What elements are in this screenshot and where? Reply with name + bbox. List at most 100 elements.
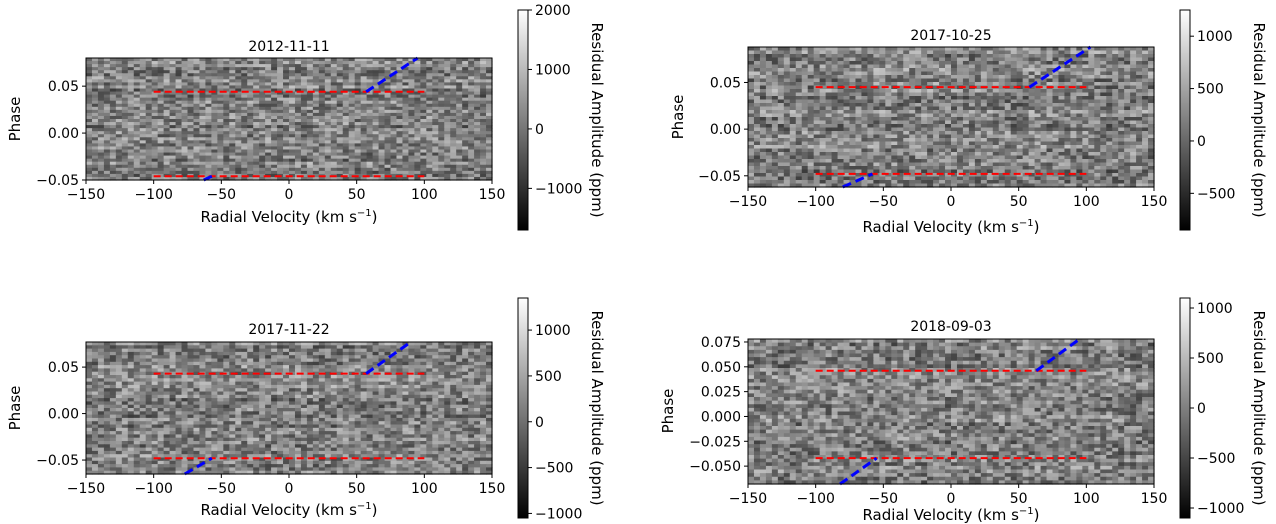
y-tick-label: 0.00 [48, 407, 79, 423]
x-tick-label: 50 [1010, 491, 1028, 507]
colorbar-label: Residual Amplitude (ppm) [588, 310, 606, 505]
x-tick-label: 100 [411, 187, 438, 203]
colorbar-tick-label: −500 [535, 461, 573, 477]
y-tick-label: 0.00 [710, 122, 741, 138]
x-tick-label: 150 [479, 187, 506, 203]
y-tick-label: −0.05 [36, 453, 79, 469]
colorbar-tick-label: −500 [1197, 451, 1235, 467]
x-tick-label: −50 [207, 481, 237, 497]
y-tick-label: 0.05 [48, 360, 79, 376]
colorbar-tick-label: 0 [1197, 134, 1206, 150]
y-tick-label: −0.025 [689, 434, 741, 450]
y-tick-label: 0.000 [701, 409, 741, 425]
panel-title: 2018-09-03 [910, 319, 991, 335]
colorbar-tick-label: 0 [535, 122, 544, 138]
heatmap-image [748, 47, 1155, 188]
colorbar-gradient [517, 297, 529, 519]
colorbar-gradient [1179, 9, 1191, 231]
x-tick-label: −50 [207, 187, 237, 203]
x-tick-label: −100 [134, 481, 172, 497]
y-tick-label: 0.05 [710, 75, 741, 91]
colorbar-gradient [517, 9, 529, 231]
panel-title: 2017-11-22 [248, 322, 329, 338]
x-tick-label: −100 [796, 491, 834, 507]
x-tick-label: −150 [67, 187, 105, 203]
x-tick-label: 0 [947, 194, 956, 210]
y-axis-label: Phase [659, 389, 677, 434]
x-tick-label: −150 [67, 481, 105, 497]
panel-2: −150 −100 −50 0 50 100 150−0.050.000.052017-10… [669, 9, 1268, 236]
x-tick-label: 0 [285, 187, 294, 203]
x-tick-label: 0 [285, 481, 294, 497]
colorbar-tick-label: 0 [535, 415, 544, 431]
y-tick-label: −0.05 [698, 169, 741, 185]
colorbar-tick-label: −1000 [535, 506, 582, 522]
colorbar: −1000 −500 0 500 1000 Residual Amplitude (ppm… [1179, 297, 1268, 519]
y-tick-label: −0.050 [689, 459, 741, 475]
x-tick-label: 100 [1073, 491, 1100, 507]
blue-dashed-line-4 [839, 456, 878, 486]
colorbar: −500 0 500 1000 Residual Amplitude (ppm) [1179, 9, 1268, 231]
y-axis-label: Phase [6, 97, 24, 142]
y-tick-label: 0.025 [701, 385, 741, 401]
y-tick-label: 0.00 [48, 126, 79, 142]
y-tick-label: 0.05 [48, 79, 79, 95]
y-tick-label: −0.05 [36, 173, 79, 189]
y-tick-label: 0.050 [701, 360, 741, 376]
colorbar-tick-label: 1000 [535, 62, 571, 78]
x-tick-label: 50 [1010, 194, 1028, 210]
y-axis-label: Phase [6, 386, 24, 431]
blue-dashed-line-3 [1035, 337, 1081, 372]
x-tick-label: −150 [729, 194, 767, 210]
panel-title: 2012-11-11 [248, 39, 329, 55]
x-tick-label: 150 [1141, 194, 1168, 210]
blue-dashed-line-3 [1028, 45, 1092, 89]
colorbar-tick-label: 1000 [1197, 301, 1233, 317]
x-tick-label: −50 [869, 491, 899, 507]
panel-1: −150 −100 −50 0 50 100 150 −0.05 0.00 0.05 2012-11… [6, 3, 606, 231]
colorbar-tick-label: −1000 [535, 181, 582, 197]
blue-dashed-line-3 [365, 340, 412, 375]
panel-4: −150 −100 −50 0 50 100 150−0.050−0.0250.0000.0… [659, 297, 1268, 524]
panels: −150 −100 −50 0 50 100 150−0.050.000.052012-11… [6, 3, 1268, 524]
y-tick-label: 0.075 [701, 335, 741, 351]
colorbar-tick-label: 500 [535, 369, 562, 385]
colorbar-tick-label: 500 [1197, 351, 1224, 367]
x-axis-label: Radial Velocity (km s−1) [200, 501, 377, 519]
colorbar-tick-label: 500 [1197, 82, 1224, 98]
x-tick-label: −150 [729, 491, 767, 507]
colorbar-tick-label: −500 [1197, 186, 1235, 202]
x-tick-label: 100 [411, 481, 438, 497]
colorbar-label: Residual Amplitude (ppm) [1250, 22, 1268, 217]
x-tick-label: 50 [348, 187, 366, 203]
heatmap-image [748, 339, 1155, 485]
colorbar-label: Residual Amplitude (ppm) [588, 22, 606, 217]
panel-3: −150 −100 −50 0 50 100 150−0.050.000.052017-11… [6, 297, 606, 522]
heatmap-image [86, 58, 493, 181]
heatmap-image [86, 342, 493, 475]
colorbar-tick-label: −1000 [1197, 501, 1244, 517]
x-tick-label: −50 [869, 194, 899, 210]
blue-dashed-line-4 [184, 456, 213, 476]
x-axis-label: Radial Velocity (km s−1) [200, 208, 377, 226]
x-tick-label: 0 [947, 491, 956, 507]
panel-title: 2017-10-25 [910, 28, 991, 44]
x-tick-label: 50 [348, 481, 366, 497]
x-tick-label: 150 [479, 481, 506, 497]
colorbar: −1000 −500 0 500 1000 Residual Amplitude (ppm… [517, 297, 606, 522]
colorbar: −1000 0 1000 2000 Residual Amplitude (ppm) [517, 3, 606, 231]
blue-dashed-line-3 [365, 56, 419, 94]
blue-dashed-line-4 [842, 172, 874, 189]
colorbar-gradient [1179, 297, 1191, 519]
x-tick-label: 100 [1073, 194, 1100, 210]
x-axis-label: Radial Velocity (km s−1) [862, 506, 1039, 524]
colorbar-tick-label: 2000 [535, 3, 571, 19]
x-axis-label: Radial Velocity (km s−1) [862, 218, 1039, 236]
y-axis-label: Phase [669, 95, 687, 140]
blue-dashed-line-4 [203, 174, 213, 182]
colorbar-tick-label: 1000 [535, 323, 571, 339]
colorbar-tick-label: 1000 [1197, 29, 1233, 45]
x-tick-label: −100 [796, 194, 834, 210]
colorbar-label: Residual Amplitude (ppm) [1250, 310, 1268, 505]
